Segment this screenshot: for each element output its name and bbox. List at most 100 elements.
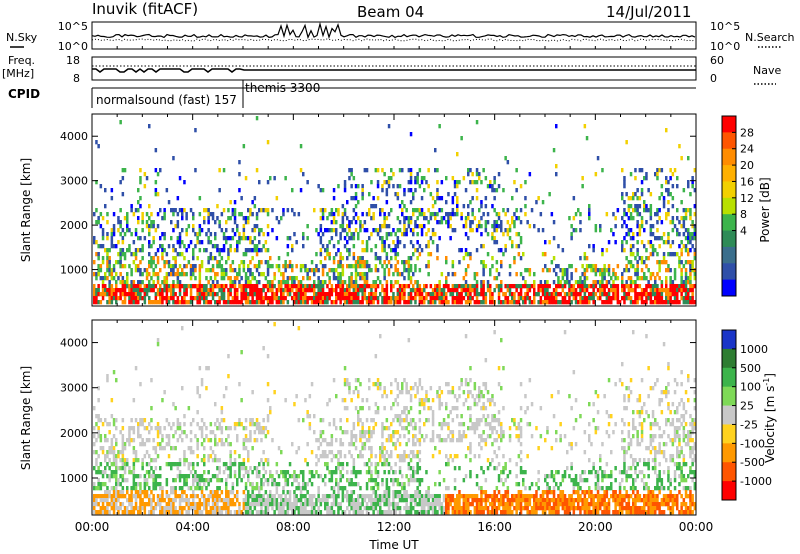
power-cell (453, 296, 457, 301)
power-cell (425, 244, 428, 249)
power-cell (264, 248, 268, 253)
velocity-cell (376, 494, 380, 499)
velocity-cell (352, 426, 356, 431)
power-cell (233, 248, 237, 253)
velocity-cell (310, 482, 314, 487)
power-cell (110, 296, 114, 301)
power-cell (145, 176, 149, 181)
power-cell (684, 208, 688, 213)
velocity-cell (260, 482, 263, 487)
velocity-cell (148, 498, 151, 503)
power-cell (385, 216, 389, 221)
power-cell (548, 192, 551, 197)
power-cell (385, 224, 389, 229)
power-cell (178, 288, 182, 293)
power-cell (643, 272, 646, 277)
power-cell (651, 292, 655, 297)
velocity-cell (174, 430, 177, 435)
power-cell (376, 232, 380, 237)
velocity-cell (152, 494, 155, 499)
power-cell (623, 292, 626, 297)
power-cell (211, 284, 215, 289)
power-cell (588, 292, 591, 297)
power-cell (612, 288, 615, 293)
velocity-cell (425, 494, 428, 499)
power-cell (574, 280, 578, 285)
velocity-cell (207, 470, 210, 475)
power-cell (513, 292, 516, 297)
power-cell (691, 232, 694, 237)
velocity-cell (264, 502, 268, 507)
power-cell (467, 204, 470, 209)
power-cell (194, 128, 197, 133)
power-colorbar-swatch (722, 116, 736, 133)
power-cell (588, 212, 591, 217)
power-cell (383, 220, 386, 225)
power-cell (418, 292, 422, 297)
velocity-cell (262, 494, 265, 499)
power-cell (368, 212, 371, 217)
power-cell (343, 188, 347, 193)
power-cell (302, 276, 305, 281)
velocity-cell (156, 426, 160, 431)
power-cell (689, 276, 692, 281)
velocity-cell (394, 462, 397, 467)
velocity-cell (115, 486, 118, 491)
power-cell (163, 284, 166, 289)
power-cell (209, 292, 213, 297)
power-cell (363, 284, 367, 289)
power-cell (687, 292, 690, 297)
power-cell (130, 272, 133, 277)
velocity-cell (350, 502, 353, 507)
velocity-cell (293, 506, 296, 511)
power-cell (423, 216, 426, 221)
power-cell (249, 212, 252, 217)
power-cell (381, 236, 384, 241)
power-cell (115, 296, 118, 301)
power-cell (647, 240, 650, 245)
power-cell (506, 296, 510, 301)
velocity-cell (211, 450, 215, 455)
power-cell (504, 228, 507, 233)
velocity-cell (332, 422, 336, 427)
power-cell (321, 300, 325, 305)
power-cell (365, 248, 369, 253)
power-cell (123, 284, 127, 289)
power-cell (671, 240, 675, 245)
power-cell (233, 200, 237, 205)
power-cell (546, 300, 549, 305)
power-cell (255, 212, 259, 217)
power-cell (469, 296, 472, 301)
power-cell (240, 196, 243, 201)
power-cell (156, 212, 160, 217)
velocity-cell (299, 486, 303, 491)
power-cell (524, 204, 527, 209)
power-cell (442, 288, 446, 293)
velocity-cell (368, 506, 371, 511)
velocity-cell (185, 482, 188, 487)
velocity-cell (233, 502, 237, 507)
power-colorbar-swatch (722, 197, 736, 215)
power-cell (178, 208, 182, 213)
velocity-cell (117, 450, 120, 455)
power-cell (409, 200, 413, 205)
power-cell (271, 300, 274, 305)
velocity-cell (365, 398, 369, 403)
power-cell (121, 280, 125, 285)
velocity-cell (249, 502, 252, 507)
velocity-cell (220, 418, 224, 423)
velocity-cell (161, 438, 164, 443)
velocity-cell (264, 490, 268, 495)
power-cell (462, 176, 466, 181)
power-cell (445, 284, 448, 289)
power-cell (669, 296, 672, 301)
freq-tick-top: 18 (66, 54, 80, 67)
power-cell (445, 300, 448, 305)
velocity-cell (368, 458, 371, 463)
velocity-cell (390, 454, 393, 459)
velocity-cell (354, 482, 358, 487)
power-cell (310, 300, 314, 305)
power-cell (680, 284, 683, 289)
velocity-cell (326, 506, 329, 511)
power-cell (511, 216, 514, 221)
